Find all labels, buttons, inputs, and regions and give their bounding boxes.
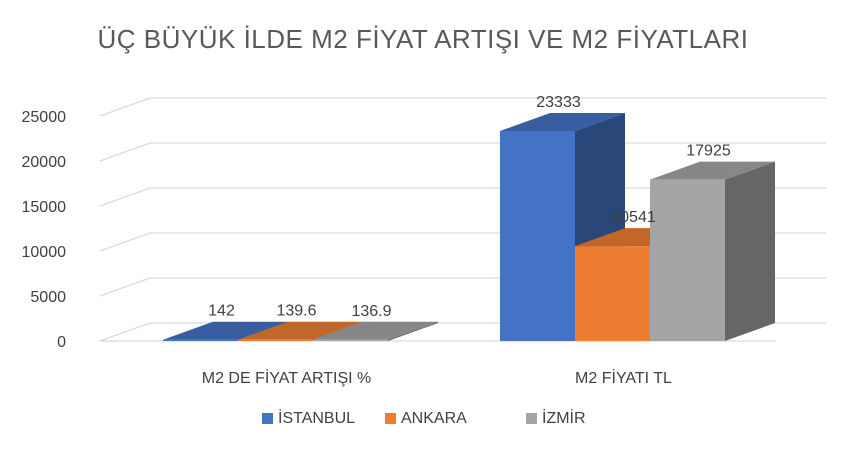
bar-i̇zmi̇r-1 xyxy=(313,321,438,341)
gridline xyxy=(99,97,826,117)
bar-i̇zmi̇r-2 xyxy=(650,161,775,341)
y-tick-label: 0 xyxy=(57,334,66,351)
y-axis: 0 5000 10000 15000 20000 25000 xyxy=(22,109,67,351)
data-label: 142 xyxy=(208,303,235,320)
y-tick-label: 10000 xyxy=(22,244,67,261)
x-tick-label: M2 FİYATI TL xyxy=(575,368,672,387)
legend-label: İSTANBUL xyxy=(278,408,355,427)
y-tick-label: 20000 xyxy=(22,154,67,171)
legend: İSTANBUL ANKARA İZMİR xyxy=(262,408,586,427)
y-tick-label: 5000 xyxy=(30,289,66,306)
legend-swatch xyxy=(385,413,396,424)
bar-top-face xyxy=(650,161,775,180)
bar-top-face xyxy=(163,321,288,340)
legend-label: ANKARA xyxy=(401,410,467,427)
bar-front-face xyxy=(650,179,725,341)
data-label: 10541 xyxy=(611,209,656,226)
bar-side-face xyxy=(725,161,775,341)
legend-swatch xyxy=(262,413,273,424)
bar-front-face xyxy=(163,339,238,341)
chart-title: ÜÇ BÜYÜK İLDE M2 FİYAT ARTIŞI VE M2 FİYA… xyxy=(98,24,749,54)
bar-top-face xyxy=(500,113,625,132)
bar-front-face xyxy=(313,339,388,341)
x-axis: M2 DE FİYAT ARTIŞI % M2 FİYATI TL xyxy=(202,368,672,387)
legend-label: İZMİR xyxy=(542,408,586,427)
bar-top-face xyxy=(238,321,363,340)
legend-swatch xyxy=(526,413,537,424)
data-label: 139.6 xyxy=(276,303,316,320)
bar-front-face xyxy=(500,131,575,341)
bars xyxy=(163,113,775,342)
data-label: 17925 xyxy=(686,143,731,160)
y-tick-label: 15000 xyxy=(22,199,67,216)
data-label: 23333 xyxy=(536,94,581,111)
y-tick-label: 25000 xyxy=(22,109,67,126)
data-labels: 142 139.6 136.9 23333 10541 17925 xyxy=(208,94,731,320)
bar-front-face xyxy=(575,246,650,341)
bar-top-face xyxy=(313,321,438,340)
x-tick-label: M2 DE FİYAT ARTIŞI % xyxy=(202,368,372,387)
data-label: 136.9 xyxy=(351,303,391,320)
bar-side-face xyxy=(388,321,438,341)
bar-front-face xyxy=(238,339,313,341)
